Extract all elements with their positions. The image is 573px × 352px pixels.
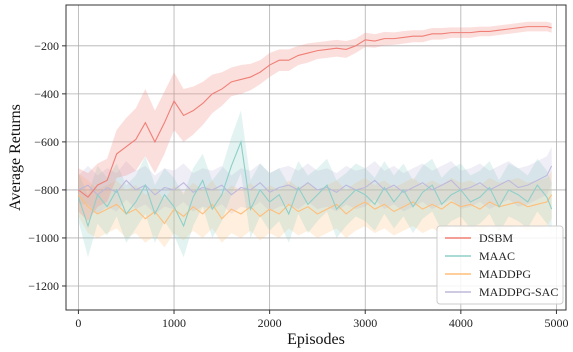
series-line [77,194,553,225]
legend-label: MADDPG-SAC [479,285,558,299]
x-tick-label: 4000 [449,316,473,330]
x-tick-label: 5000 [544,316,568,330]
legend-label: DSBM [479,231,513,245]
x-axis-label: Episodes [287,331,345,348]
series-line [77,139,553,228]
confidence-bands [78,21,552,258]
grid [66,5,566,310]
x-tick-label: 1000 [162,316,186,330]
legend: DSBM MAAC MADDPG MADDPG-SAC [436,225,564,305]
y-tick-label: −200 [34,39,59,53]
y-tick-label: −800 [34,183,59,197]
x-tick-label: 3000 [353,316,377,330]
legend-box [436,225,564,305]
series-line [78,26,552,198]
series-lines [77,26,553,228]
legend-label: MADDPG [479,267,531,281]
y-tick-label: −600 [34,135,59,149]
x-tick-label: 2000 [258,316,282,330]
plot-frame [65,4,567,311]
series-band [78,21,552,222]
y-axis-label: Average Returns [7,104,24,211]
legend-label: MAAC [479,249,515,263]
y-tick-label: −400 [34,87,59,101]
series-band [78,146,552,214]
y-tick-label: −1200 [28,279,59,293]
axis-ticks: 0 1000 2000 3000 4000 5000 −1200 −1000 −800 −600 −… [28,39,568,330]
series-band [78,110,552,258]
y-tick-label: −1000 [28,231,59,245]
x-tick-label: 0 [75,316,81,330]
series-line [78,165,553,196]
